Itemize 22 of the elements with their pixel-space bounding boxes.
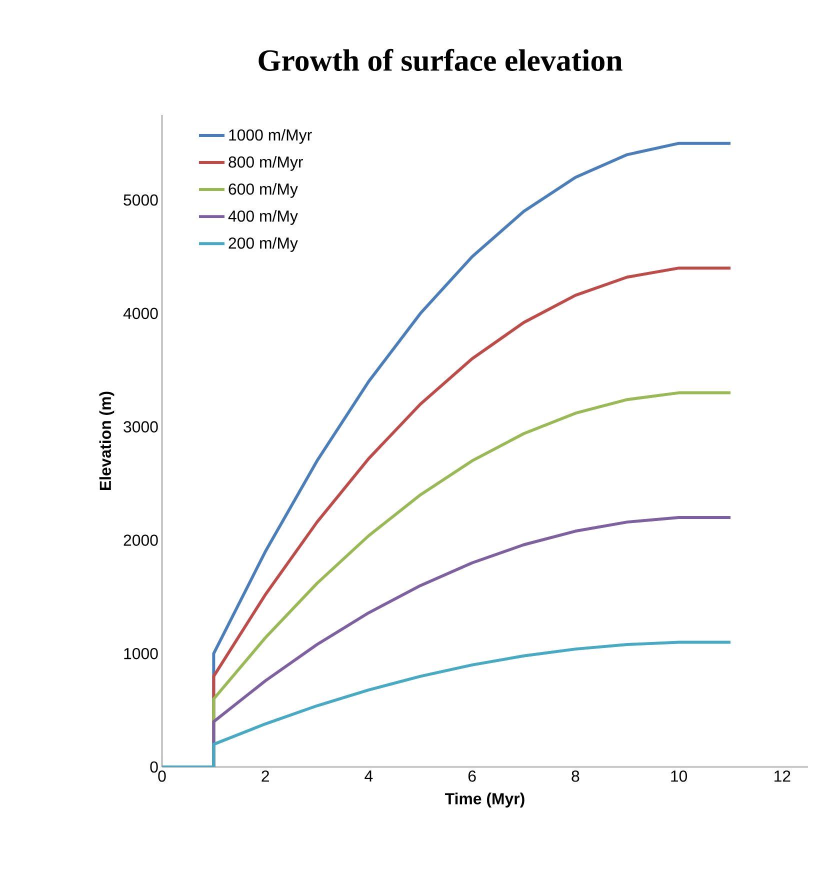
y-axis-title: Elevation (m) [99,392,114,490]
line-series [162,640,732,767]
legend-label: 600 m/My [228,183,298,198]
x-tick-label: 8 [572,770,580,782]
x-tick-label: 10 [671,770,688,782]
x-tick-label: 12 [774,770,790,782]
legend-label: 200 m/My [228,237,298,252]
y-tick-label: 3000 [124,421,158,432]
chart-title: Growth of surface elevation [258,48,622,72]
x-tick-label: 0 [158,770,166,782]
y-tick-label: 1000 [124,648,158,660]
legend-label: 1000 m/Myr [229,128,312,144]
x-tick-label: 6 [468,770,476,782]
y-tick-label: 2000 [124,534,158,546]
y-tick-label: 4000 [123,308,158,320]
x-tick-label: 4 [364,770,373,782]
y-tick-label: 0 [150,761,158,773]
legend-label: 800 m/Myr [228,156,303,171]
y-tick-label: 5000 [124,194,158,206]
legend-label: 400 m/My [228,210,298,225]
x-axis-title: Time (Myr) [445,792,524,808]
x-tick-label: 2 [262,770,269,782]
